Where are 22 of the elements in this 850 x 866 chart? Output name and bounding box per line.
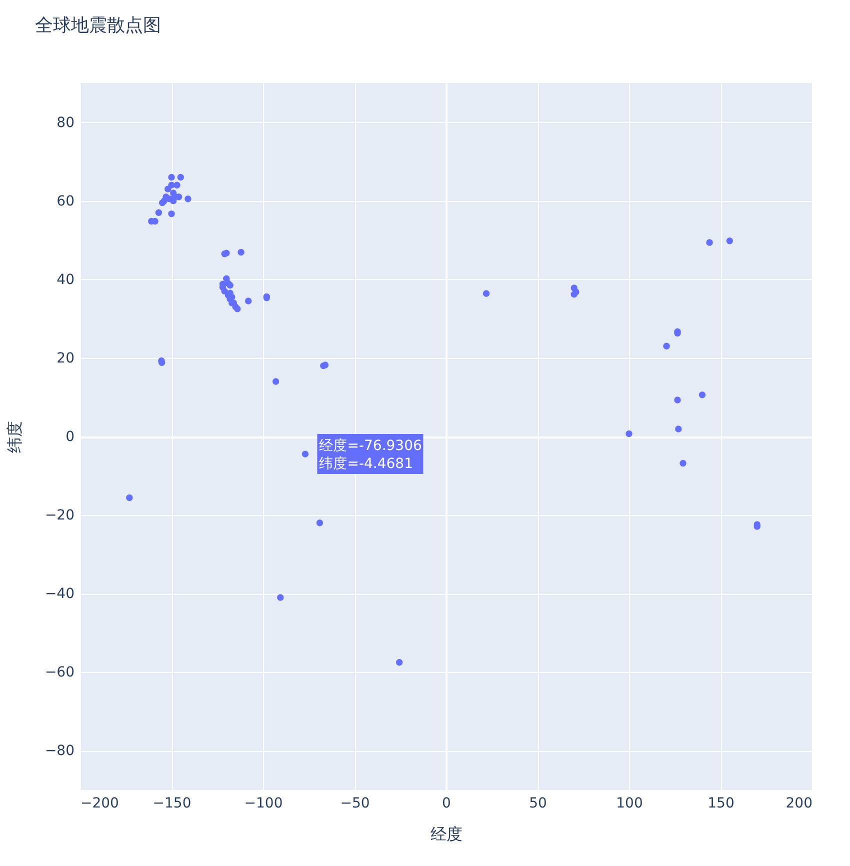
y-tick-label: −60 (44, 664, 74, 681)
y-tick-label: 20 (56, 350, 74, 366)
x-axis-title: 经度 (430, 824, 462, 844)
x-tick-label: −200 (80, 796, 119, 812)
x-tick-label: 50 (529, 796, 547, 812)
x-tick-label: −50 (340, 796, 370, 812)
y-tick-label: −80 (44, 743, 74, 760)
y-tick-label: −40 (44, 586, 74, 602)
y-axis-title: 纬度 (4, 421, 24, 453)
y-tick-label: 80 (56, 114, 74, 131)
x-tick-label: 100 (616, 796, 643, 812)
y-tick-label: 60 (56, 193, 74, 210)
y-tick-label: −20 (44, 508, 74, 524)
x-tick-label: 150 (708, 796, 734, 812)
annotation: 经度=-76.9306 纬度=-4.4681 (319, 438, 422, 472)
x-tick-label: −100 (244, 796, 283, 812)
x-tick-label: 0 (442, 796, 451, 812)
y-tick-label: 40 (56, 272, 74, 288)
y-tick-label: 0 (66, 429, 74, 445)
x-tick-label: 200 (786, 796, 812, 812)
chart-title: 全球地震散点图 (35, 15, 161, 36)
x-tick-label: −150 (152, 796, 192, 812)
